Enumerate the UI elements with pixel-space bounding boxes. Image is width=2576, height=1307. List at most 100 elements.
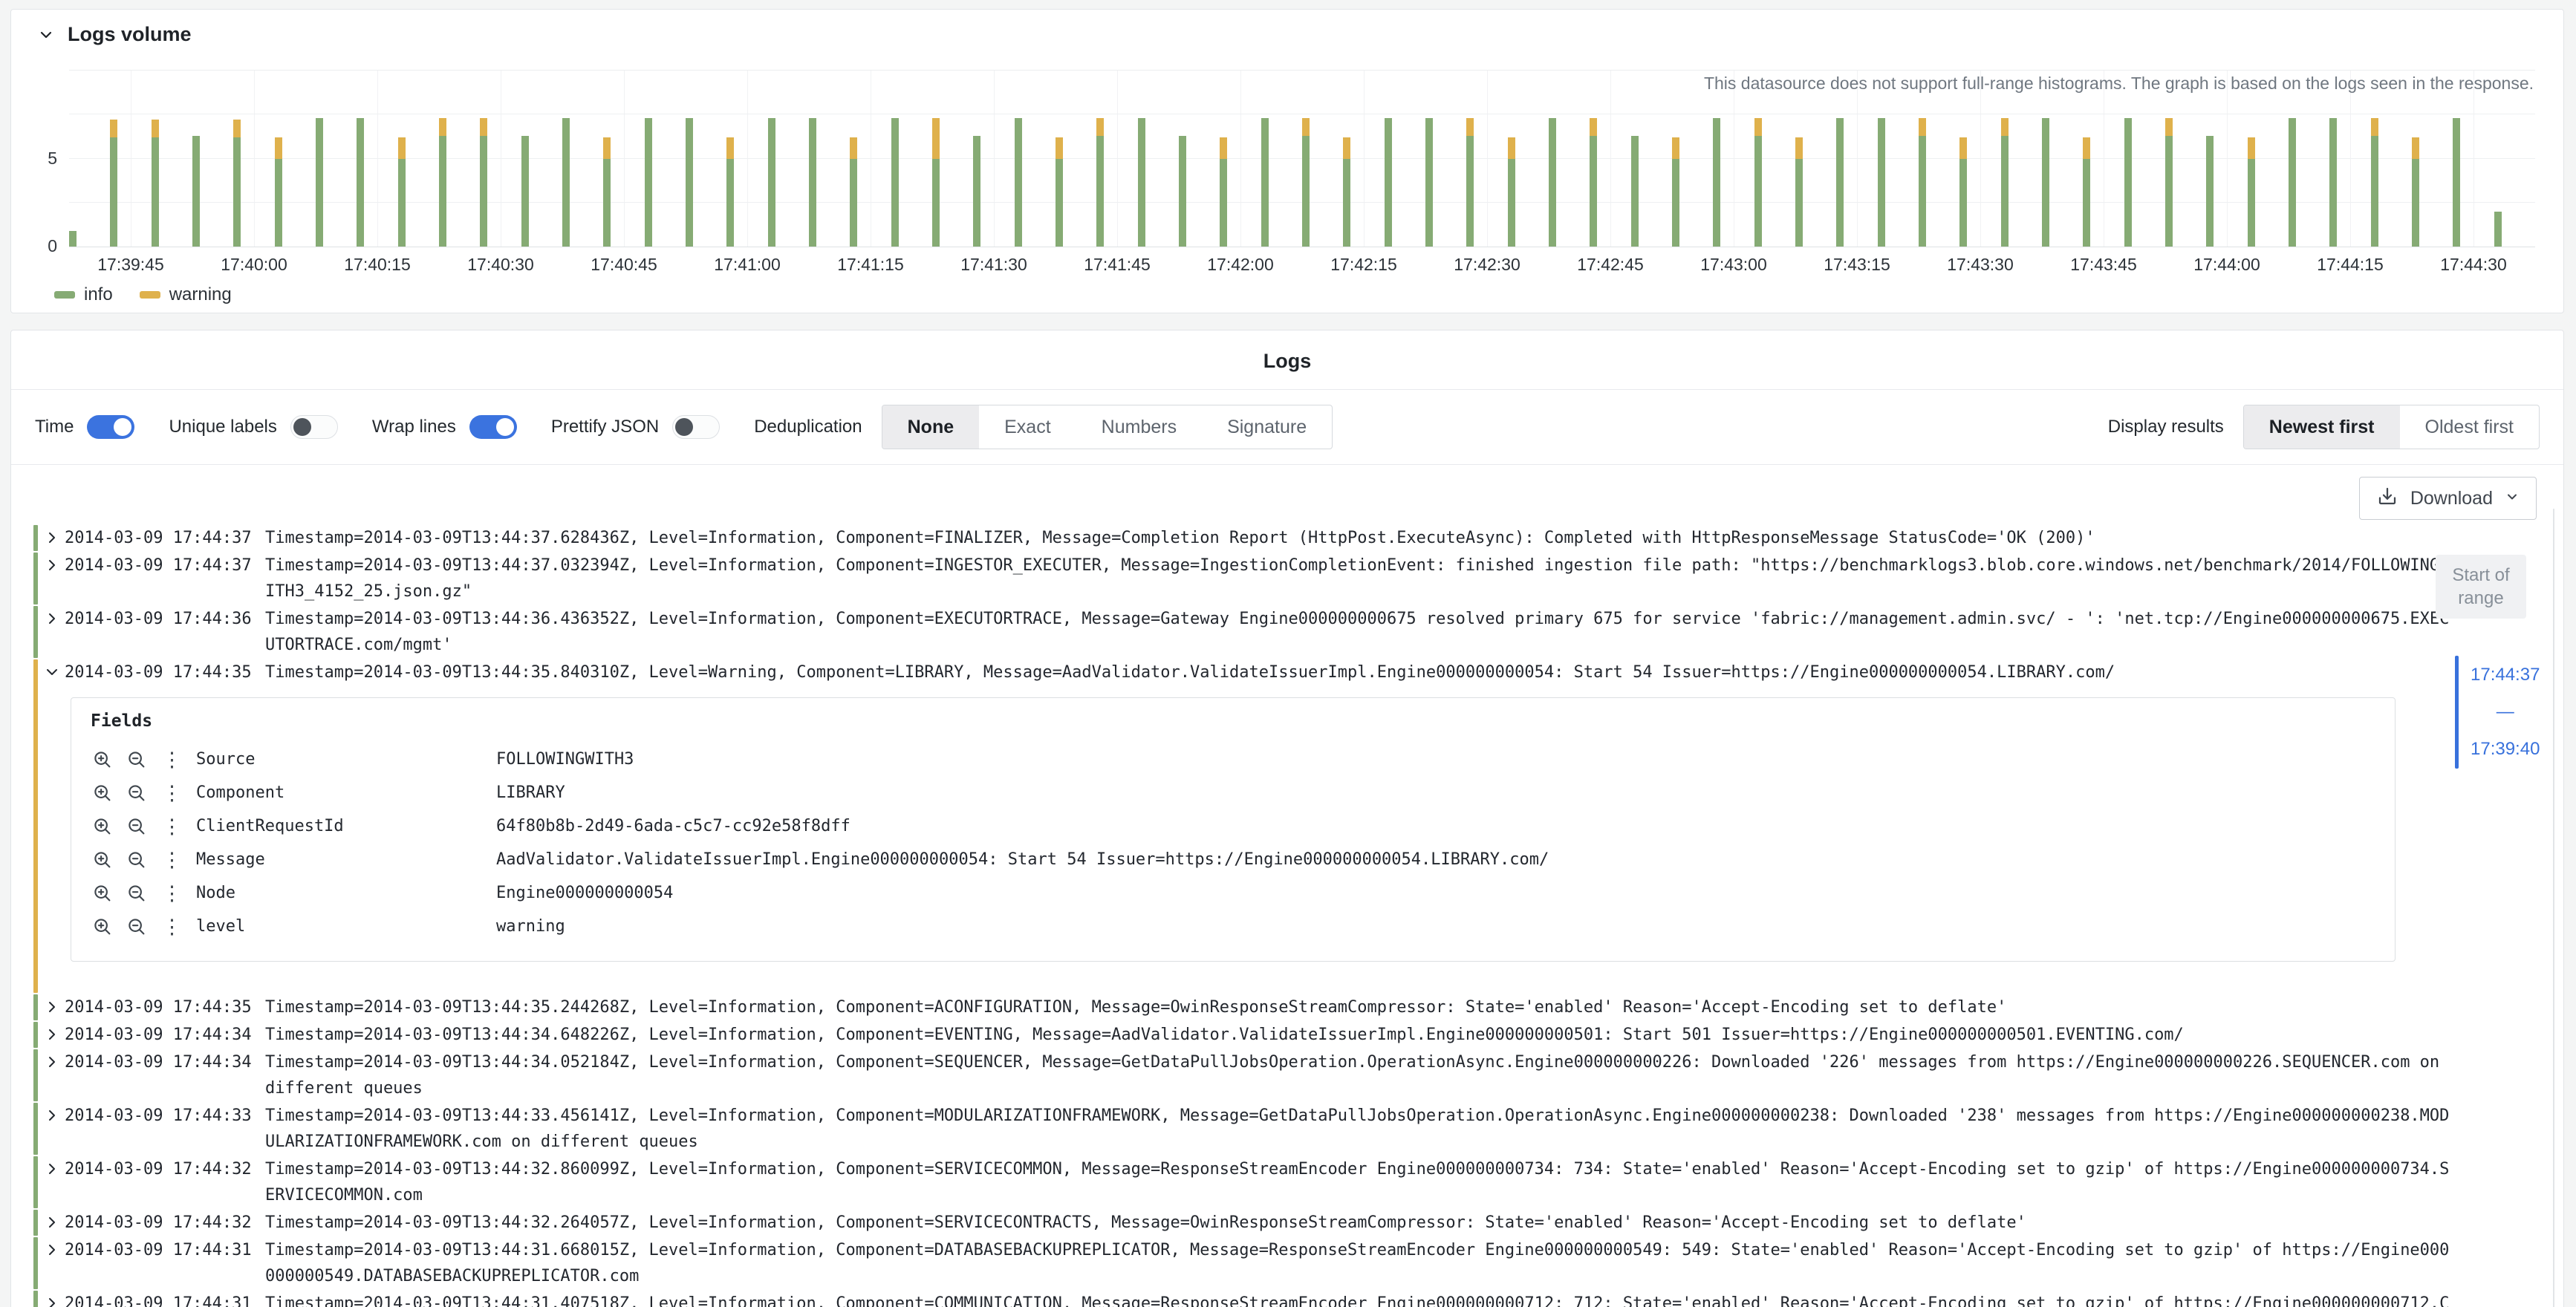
histogram-bar: [809, 118, 816, 247]
gridline: [1980, 71, 1981, 247]
log-row[interactable]: 2014-03-09 17:44:35 Timestamp=2014-03-09…: [33, 994, 2541, 1021]
log-row[interactable]: 2014-03-09 17:44:34 Timestamp=2014-03-09…: [33, 1021, 2541, 1049]
expand-chevron-icon[interactable]: [44, 1026, 60, 1043]
field-key: Source: [196, 750, 256, 769]
log-row[interactable]: 2014-03-09 17:44:32 Timestamp=2014-03-09…: [33, 1156, 2541, 1209]
filter-out-value-icon[interactable]: [125, 748, 149, 772]
log-row[interactable]: 2014-03-09 17:44:31 Timestamp=2014-03-09…: [33, 1290, 2541, 1307]
histogram-bar: [1919, 118, 1926, 247]
histogram-bar: [1220, 137, 1228, 247]
gridline: [624, 71, 625, 247]
filter-out-value-icon[interactable]: [125, 815, 149, 838]
logs-volume-chart: This datasource does not support full-ra…: [48, 70, 2535, 280]
expand-chevron-icon[interactable]: [44, 557, 60, 573]
histogram-bar: [2000, 118, 2009, 247]
field-row: ⋮ level warning: [91, 910, 2375, 943]
histogram-bar: [1137, 118, 1145, 247]
x-axis-tick-label: 17:42:00: [1207, 255, 1274, 274]
field-row: ⋮ Node Engine000000000054: [91, 876, 2375, 910]
segmented-option[interactable]: Signature: [1202, 405, 1332, 449]
expand-chevron-icon[interactable]: [44, 1295, 60, 1307]
segmented-option[interactable]: Exact: [979, 405, 1076, 449]
log-level-stripe: [33, 1210, 38, 1236]
time-range-indicator[interactable]: 17:44:37 — 17:39:40: [2455, 656, 2540, 769]
log-timestamp: 2014-03-09 17:44:33: [65, 1106, 252, 1125]
kebab-menu-icon[interactable]: ⋮: [162, 748, 182, 771]
x-axis-tick-label: 17:43:15: [1824, 255, 1890, 274]
filter-out-value-icon[interactable]: [125, 881, 149, 905]
segmented-option[interactable]: Newest first: [2243, 405, 2400, 449]
log-message: Timestamp=2014-03-09T13:44:32.860099Z, L…: [265, 1160, 2450, 1205]
field-key: Message: [196, 850, 265, 869]
expand-chevron-icon[interactable]: [44, 1161, 60, 1177]
chevron-down-icon: [2505, 488, 2520, 509]
bar-warning-segment: [1302, 118, 1310, 136]
x-axis-tick-label: 17:42:15: [1330, 255, 1397, 274]
bar-info-segment: [521, 135, 529, 247]
filter-for-value-icon[interactable]: [91, 915, 114, 939]
expand-chevron-icon[interactable]: [44, 1054, 60, 1070]
legend-item[interactable]: info: [54, 284, 113, 305]
filter-for-value-icon[interactable]: [91, 848, 114, 872]
kebab-menu-icon[interactable]: ⋮: [162, 815, 182, 838]
histogram-bar: [767, 118, 775, 247]
field-value: warning: [496, 917, 565, 936]
filter-for-value-icon[interactable]: [91, 815, 114, 838]
log-row[interactable]: 2014-03-09 17:44:31 Timestamp=2014-03-09…: [33, 1236, 2541, 1290]
x-axis-tick-label: 17:44:30: [2440, 255, 2507, 274]
kebab-menu-icon[interactable]: ⋮: [162, 915, 182, 938]
log-level-stripe: [33, 525, 38, 551]
kebab-menu-icon[interactable]: ⋮: [162, 881, 182, 905]
expand-chevron-icon[interactable]: [44, 529, 60, 546]
filter-for-value-icon[interactable]: [91, 748, 114, 772]
bar-info-segment: [1466, 135, 1474, 247]
log-row[interactable]: 2014-03-09 17:44:37 Timestamp=2014-03-09…: [33, 524, 2541, 552]
log-row[interactable]: 2014-03-09 17:44:35 Timestamp=2014-03-09…: [33, 659, 2541, 994]
download-button[interactable]: Download: [2358, 477, 2537, 520]
display-results-label: Display results: [2107, 417, 2224, 437]
log-row[interactable]: 2014-03-09 17:44:33 Timestamp=2014-03-09…: [33, 1102, 2541, 1156]
bar-warning-segment: [151, 120, 159, 138]
log-timestamp: 2014-03-09 17:44:32: [65, 1160, 252, 1179]
toggle-switch[interactable]: [290, 415, 338, 439]
filter-for-value-icon[interactable]: [91, 781, 114, 805]
expand-chevron-icon[interactable]: [44, 664, 60, 680]
bar-warning-segment: [1466, 118, 1474, 136]
field-value: LIBRARY: [496, 783, 565, 802]
log-timestamp: 2014-03-09 17:44:34: [65, 1026, 252, 1044]
expand-chevron-icon[interactable]: [44, 1107, 60, 1124]
log-row[interactable]: 2014-03-09 17:44:34 Timestamp=2014-03-09…: [33, 1049, 2541, 1102]
expand-chevron-icon[interactable]: [44, 610, 60, 627]
kebab-menu-icon[interactable]: ⋮: [162, 781, 182, 804]
scrollbar-track[interactable]: [2553, 509, 2554, 1307]
bar-warning-segment: [2412, 137, 2419, 159]
bar-info-segment: [850, 158, 858, 247]
collapse-chevron-icon[interactable]: [38, 27, 54, 43]
segmented-option[interactable]: None: [882, 405, 980, 449]
segmented-option[interactable]: Oldest first: [2400, 405, 2539, 449]
toggle-switch[interactable]: [469, 415, 517, 439]
filter-out-value-icon[interactable]: [125, 781, 149, 805]
bar-info-segment: [1549, 118, 1556, 247]
gridline: [747, 71, 748, 247]
gridline: [2227, 71, 2228, 247]
toggle-switch[interactable]: [672, 415, 721, 439]
expand-chevron-icon[interactable]: [44, 1214, 60, 1231]
expand-chevron-icon[interactable]: [44, 1242, 60, 1258]
segmented-option[interactable]: Numbers: [1076, 405, 1202, 449]
expand-chevron-icon[interactable]: [44, 999, 60, 1015]
legend-item[interactable]: warning: [139, 284, 232, 305]
kebab-menu-icon[interactable]: ⋮: [162, 848, 182, 871]
bar-warning-segment: [1220, 137, 1228, 159]
log-row[interactable]: 2014-03-09 17:44:36 Timestamp=2014-03-09…: [33, 605, 2541, 659]
filter-for-value-icon[interactable]: [91, 881, 114, 905]
bar-warning-segment: [1590, 118, 1598, 136]
log-message: Timestamp=2014-03-09T13:44:36.436352Z, L…: [265, 610, 2450, 654]
bar-info-segment: [973, 135, 981, 247]
log-level-stripe: [33, 659, 38, 993]
toggle-switch[interactable]: [87, 415, 135, 439]
filter-out-value-icon[interactable]: [125, 915, 149, 939]
log-row[interactable]: 2014-03-09 17:44:32 Timestamp=2014-03-09…: [33, 1209, 2541, 1236]
filter-out-value-icon[interactable]: [125, 848, 149, 872]
log-row[interactable]: 2014-03-09 17:44:37 Timestamp=2014-03-09…: [33, 552, 2541, 605]
